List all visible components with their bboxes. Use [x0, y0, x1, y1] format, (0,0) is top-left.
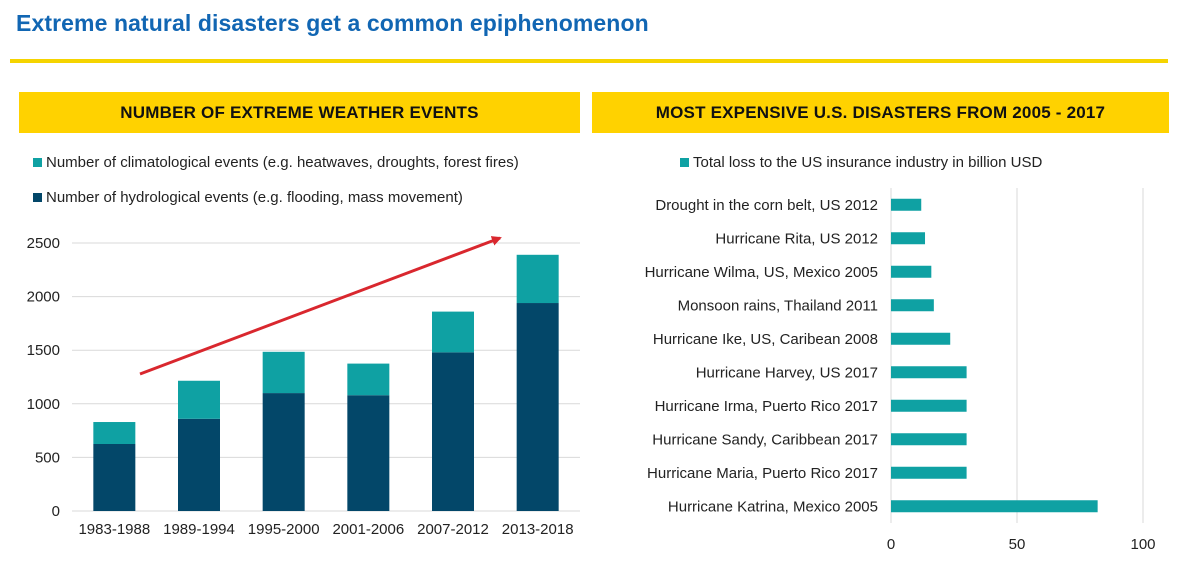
y-tick-label: 1000 [27, 396, 60, 413]
y-category-label: Drought in the corn belt, US 2012 [655, 197, 878, 214]
x-tick-label: 1995-2000 [248, 521, 320, 538]
bar-total-loss [891, 332, 951, 345]
y-tick-label: 0 [52, 503, 60, 520]
x-tick-label: 2013-2018 [502, 521, 574, 538]
legend-item-hydrological: Number of hydrological events (e.g. floo… [33, 189, 463, 206]
bar-total-loss [891, 433, 967, 446]
bar-total-loss [891, 466, 967, 479]
bar-climatological [178, 380, 220, 419]
bar-climatological [262, 351, 305, 394]
legend-item-total-loss: Total loss to the US insurance industry … [680, 154, 1042, 171]
right-bar-chart: 0 50 100 Drought in the corn belt, US 2012 H… [645, 188, 1156, 553]
y-category-label: Monsoon rains, Thailand 2011 [678, 297, 878, 314]
bar-total-loss [891, 399, 967, 412]
title-divider [10, 59, 1168, 63]
y-category-label: Hurricane Rita, US 2012 [715, 230, 878, 247]
y-category-label: Hurricane Katrina, Mexico 2005 [668, 498, 878, 515]
bar-hydrological [516, 303, 559, 511]
legend-swatch-climatological [33, 158, 42, 167]
legend-label-hydrological: Number of hydrological events (e.g. floo… [46, 189, 463, 206]
bar-climatological [93, 422, 136, 444]
bar-climatological [347, 363, 390, 396]
legend-item-climatological: Number of climatological events (e.g. he… [33, 154, 519, 171]
bar-hydrological [347, 395, 390, 511]
right-panel-header: MOST EXPENSIVE U.S. DISASTERS FROM 2005 … [592, 92, 1169, 133]
slide-title: Extreme natural disasters get a common e… [16, 10, 649, 36]
x-tick-label: 100 [1130, 536, 1155, 553]
legend-label-climatological: Number of climatological events (e.g. he… [46, 154, 519, 171]
bar-hydrological [262, 393, 305, 511]
bar-hydrological [432, 352, 474, 511]
bar-total-loss [891, 299, 934, 312]
bar-total-loss [891, 265, 932, 278]
y-tick-label: 1500 [27, 342, 60, 359]
trend-arrow [139, 236, 502, 376]
x-tick-label: 2001-2006 [332, 521, 404, 538]
bar-total-loss [891, 198, 922, 211]
y-tick-label: 2000 [27, 289, 60, 306]
bar-total-loss [891, 366, 967, 379]
bar-total-loss [891, 500, 1098, 513]
y-category-label: Hurricane Irma, Puerto Rico 2017 [655, 398, 878, 415]
bar-climatological [432, 311, 474, 353]
x-tick-label: 1983-1988 [78, 521, 150, 538]
y-category-label: Hurricane Wilma, US, Mexico 2005 [645, 264, 878, 281]
left-bar-chart: 0 500 1000 1500 2000 2500 1983-1988 1989-1994 19… [27, 235, 580, 538]
x-tick-label: 1989-1994 [163, 521, 235, 538]
legend-swatch-hydrological [33, 193, 42, 202]
x-tick-label: 50 [1009, 536, 1026, 553]
legend-swatch-total-loss [680, 158, 689, 167]
y-category-label: Hurricane Ike, US, Caribean 2008 [653, 331, 878, 348]
y-category-label: Hurricane Maria, Puerto Rico 2017 [647, 465, 878, 482]
y-tick-label: 2500 [27, 235, 60, 252]
y-category-label: Hurricane Harvey, US 2017 [696, 364, 878, 381]
legend-label-total-loss: Total loss to the US insurance industry … [693, 154, 1043, 171]
bar-hydrological [178, 418, 220, 511]
y-category-label: Hurricane Sandy, Caribbean 2017 [652, 431, 878, 448]
left-panel-header: NUMBER OF EXTREME WEATHER EVENTS [19, 92, 580, 133]
x-tick-label: 2007-2012 [417, 521, 489, 538]
y-tick-label: 500 [35, 449, 60, 466]
bar-climatological [516, 254, 559, 304]
x-tick-label: 0 [887, 536, 895, 553]
bar-total-loss [891, 232, 926, 245]
bar-hydrological [93, 444, 136, 511]
